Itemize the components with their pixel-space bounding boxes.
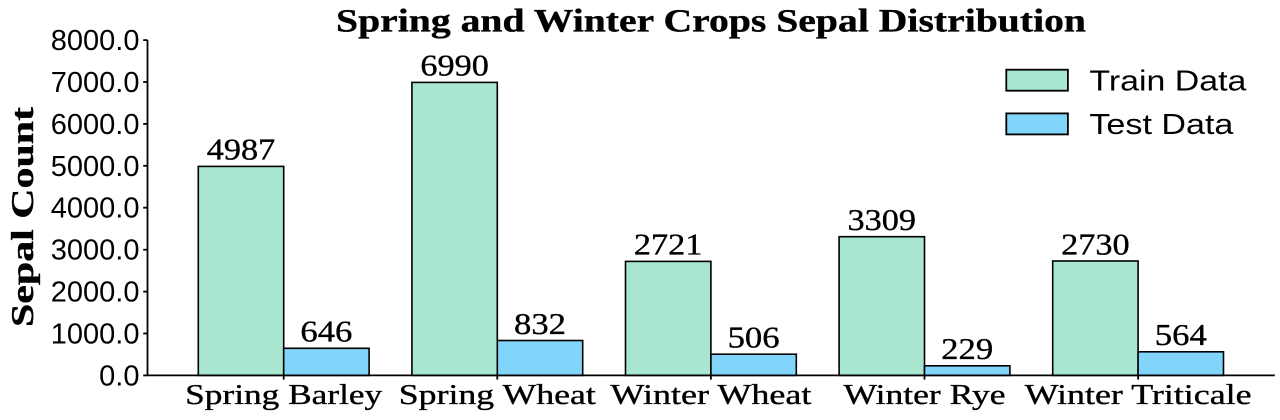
svg-text:Spring Barley: Spring Barley xyxy=(185,380,382,411)
svg-text:Winter Rye: Winter Rye xyxy=(844,380,1006,411)
svg-text:2730: 2730 xyxy=(1061,226,1130,261)
svg-text:2000.0: 2000.0 xyxy=(51,277,140,309)
svg-text:Train Data: Train Data xyxy=(1089,65,1247,97)
svg-text:646: 646 xyxy=(300,314,352,349)
svg-text:3309: 3309 xyxy=(848,202,917,237)
svg-text:564: 564 xyxy=(1155,317,1208,352)
svg-text:2721: 2721 xyxy=(634,227,703,262)
svg-text:0.0: 0.0 xyxy=(99,360,139,392)
svg-text:1000.0: 1000.0 xyxy=(51,319,140,351)
svg-text:Sepal Count: Sepal Count xyxy=(4,107,40,327)
svg-text:Winter Triticale: Winter Triticale xyxy=(1025,380,1252,411)
svg-text:229: 229 xyxy=(941,331,993,366)
svg-text:Spring and Winter Crops Sepal: Spring and Winter Crops Sepal Distributi… xyxy=(336,4,1086,40)
svg-text:Test Data: Test Data xyxy=(1089,109,1234,141)
svg-text:4000.0: 4000.0 xyxy=(51,193,140,225)
svg-text:7000.0: 7000.0 xyxy=(51,67,140,99)
svg-text:4987: 4987 xyxy=(207,132,276,167)
svg-text:5000.0: 5000.0 xyxy=(51,151,140,183)
svg-text:8000.0: 8000.0 xyxy=(51,25,140,57)
svg-text:832: 832 xyxy=(514,306,566,341)
svg-text:6990: 6990 xyxy=(420,48,489,83)
svg-text:Winter Wheat: Winter Wheat xyxy=(610,380,811,411)
svg-text:506: 506 xyxy=(728,320,780,355)
svg-text:Spring Wheat: Spring Wheat xyxy=(399,380,596,411)
svg-text:6000.0: 6000.0 xyxy=(51,109,140,141)
svg-text:3000.0: 3000.0 xyxy=(51,235,140,267)
